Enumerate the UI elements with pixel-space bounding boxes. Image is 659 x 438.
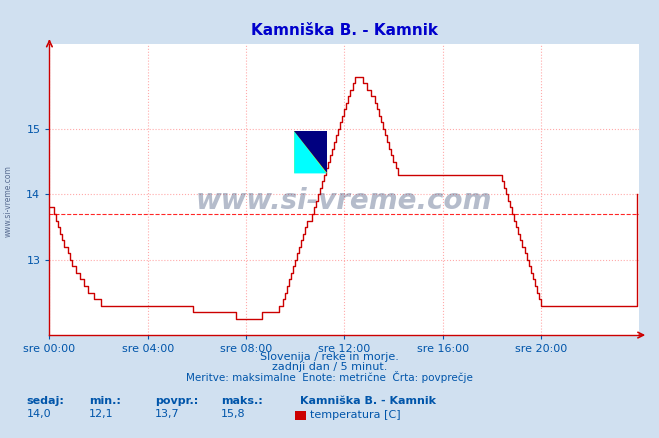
Text: sedaj:: sedaj: <box>26 396 64 406</box>
Text: maks.:: maks.: <box>221 396 262 406</box>
Polygon shape <box>294 131 327 173</box>
Text: www.si-vreme.com: www.si-vreme.com <box>196 187 492 215</box>
Text: 14,0: 14,0 <box>26 409 51 419</box>
Text: temperatura [C]: temperatura [C] <box>310 410 401 420</box>
Text: Meritve: maksimalne  Enote: metrične  Črta: povprečje: Meritve: maksimalne Enote: metrične Črta… <box>186 371 473 383</box>
Text: 13,7: 13,7 <box>155 409 179 419</box>
Text: 15,8: 15,8 <box>221 409 245 419</box>
Text: Slovenija / reke in morje.: Slovenija / reke in morje. <box>260 352 399 362</box>
Text: min.:: min.: <box>89 396 121 406</box>
Text: Kamniška B. - Kamnik: Kamniška B. - Kamnik <box>300 396 436 406</box>
Text: 12,1: 12,1 <box>89 409 113 419</box>
Text: povpr.:: povpr.: <box>155 396 198 406</box>
FancyBboxPatch shape <box>294 131 327 173</box>
Title: Kamniška B. - Kamnik: Kamniška B. - Kamnik <box>251 24 438 39</box>
Text: www.si-vreme.com: www.si-vreme.com <box>4 166 13 237</box>
Text: zadnji dan / 5 minut.: zadnji dan / 5 minut. <box>272 362 387 371</box>
Polygon shape <box>294 131 327 173</box>
